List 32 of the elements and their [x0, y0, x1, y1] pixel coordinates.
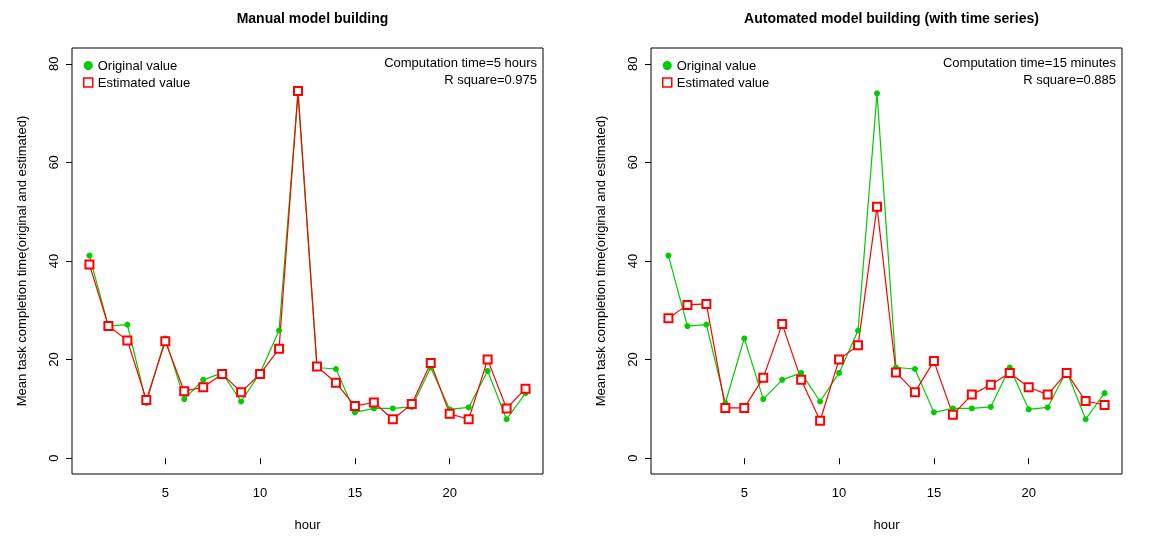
y-tick-label: 0 — [625, 454, 640, 462]
x-axis-title: hour — [873, 517, 901, 532]
chart-title: Manual model building — [236, 10, 389, 26]
annotation: R square=0.885 — [1023, 72, 1116, 87]
x-axis-title: hour — [294, 517, 322, 532]
y-tick-label: 20 — [625, 352, 640, 367]
legend-label: Estimated value — [97, 75, 191, 90]
x-tick-label: 10 — [831, 485, 847, 500]
legend-label: Estimated value — [676, 75, 770, 90]
x-tick-label: 20 — [442, 485, 457, 500]
annotation: R square=0.975 — [444, 72, 537, 87]
legend-label: Original value — [676, 58, 757, 73]
x-tick-label: 10 — [252, 485, 268, 500]
y-axis-title: Mean task completion time(original and estimated) — [593, 115, 608, 407]
y-tick-label: 60 — [625, 155, 640, 170]
x-tick-label: 5 — [161, 485, 169, 500]
x-tick-label: 5 — [740, 485, 748, 500]
chart-title: Automated model building (with time series) — [744, 10, 1039, 26]
y-axis-title: Mean task completion time(original and estimated) — [14, 115, 29, 407]
y-tick-label: 40 — [46, 253, 61, 269]
y-tick-label: 0 — [46, 454, 61, 462]
annotation: Computation time=15 minutes — [942, 55, 1117, 70]
y-tick-label: 20 — [46, 352, 61, 367]
y-tick-label: 40 — [625, 253, 640, 269]
y-tick-label: 80 — [625, 56, 640, 72]
annotation: Computation time=5 hours — [384, 55, 538, 70]
x-tick-label: 20 — [1021, 485, 1036, 500]
legend-label: Original value — [97, 58, 178, 73]
x-tick-label: 15 — [926, 485, 942, 500]
y-tick-label: 60 — [46, 155, 61, 170]
y-tick-label: 80 — [46, 56, 61, 72]
x-tick-label: 15 — [347, 485, 363, 500]
